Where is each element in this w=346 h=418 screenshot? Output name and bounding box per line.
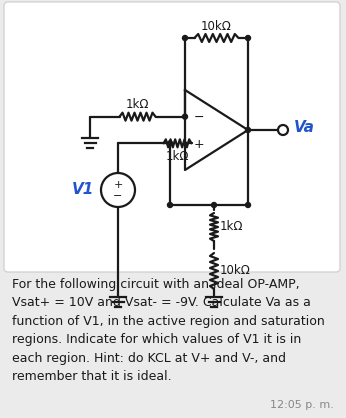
Circle shape bbox=[167, 141, 173, 146]
Text: V1: V1 bbox=[72, 183, 94, 197]
Circle shape bbox=[182, 36, 188, 41]
Text: 10kΩ: 10kΩ bbox=[220, 265, 251, 278]
Circle shape bbox=[167, 202, 173, 207]
Text: 1kΩ: 1kΩ bbox=[166, 150, 189, 163]
Circle shape bbox=[211, 202, 217, 207]
Text: For the following circuit with an ideal OP-AMP,
Vsat+ = 10V and Vsat- = -9V. Cal: For the following circuit with an ideal … bbox=[12, 278, 325, 383]
Text: 1kΩ: 1kΩ bbox=[126, 98, 149, 111]
FancyBboxPatch shape bbox=[4, 2, 340, 272]
Text: Va: Va bbox=[294, 120, 315, 135]
Text: 12:05 p. m.: 12:05 p. m. bbox=[270, 400, 334, 410]
Circle shape bbox=[246, 127, 251, 133]
Circle shape bbox=[246, 202, 251, 207]
Circle shape bbox=[182, 114, 188, 119]
Circle shape bbox=[246, 36, 251, 41]
Text: −: − bbox=[113, 191, 123, 201]
Text: +: + bbox=[194, 138, 204, 151]
Text: +: + bbox=[113, 180, 123, 190]
Text: −: − bbox=[194, 111, 204, 124]
Text: 1kΩ: 1kΩ bbox=[220, 221, 244, 234]
Text: 10kΩ: 10kΩ bbox=[201, 20, 232, 33]
